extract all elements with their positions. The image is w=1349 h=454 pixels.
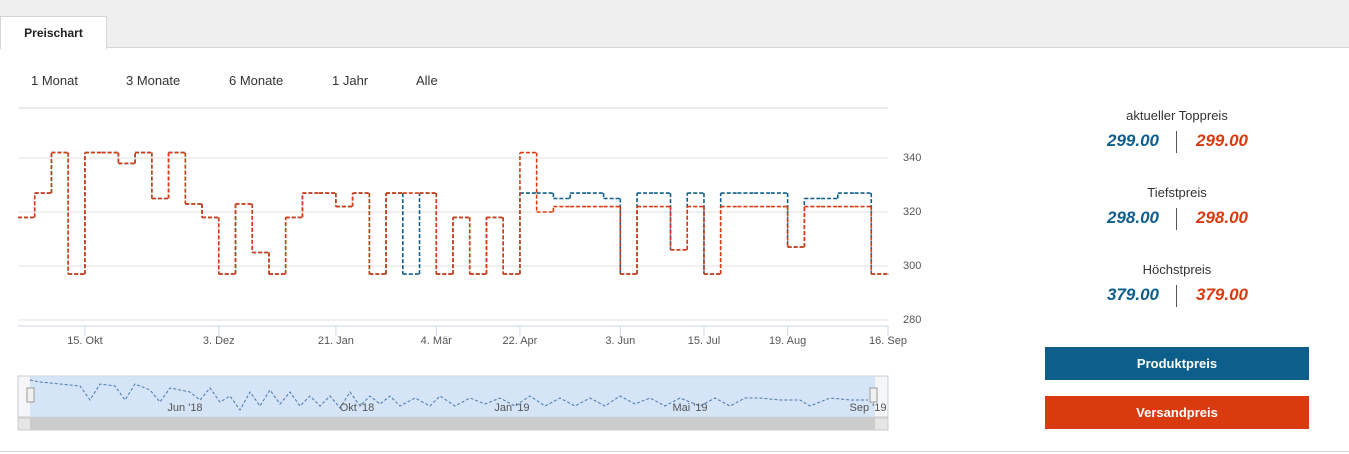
navigator-handle[interactable] (869, 387, 878, 403)
x-tick-label: 15. Jul (688, 335, 720, 347)
tab[interactable]: Preischart (0, 16, 107, 49)
navigator-label: Jun '18 (167, 402, 202, 414)
x-tick-label: 22. Apr (502, 335, 537, 347)
range-button[interactable]: 1 Monat (31, 73, 78, 88)
x-tick-label: 15. Okt (67, 335, 102, 347)
y-tick-label: 280 (903, 314, 921, 326)
stat-label: Höchstpreis (1142, 262, 1212, 277)
x-tick-label: 19. Aug (769, 335, 806, 347)
range-button[interactable]: 1 Jahr (332, 73, 369, 88)
shipping-price: 298.00 (1196, 208, 1248, 227)
navigator-selection (30, 376, 875, 417)
range-button[interactable]: 6 Monate (229, 73, 284, 88)
navigator-handle[interactable] (26, 387, 35, 403)
navigator-label: Mai '19 (672, 402, 707, 414)
navigator-line (29, 379, 868, 411)
navigator-label: Sep '19 (850, 402, 887, 414)
price-chart: 280 300 320 340 15. Okt 3. Dez 21. Jan 4. Mär 22… (17, 107, 921, 431)
navigator-label: Jan '19 (494, 402, 529, 414)
x-tick-label: 3. Dez (203, 335, 235, 347)
stat-values: 379.00 379.00 (1042, 285, 1312, 307)
legend-button[interactable]: Produktpreis (1045, 347, 1309, 380)
product-price: 298.00 (1107, 208, 1159, 227)
range-button[interactable]: 3 Monate (126, 73, 181, 88)
separator (1176, 208, 1177, 230)
scrollbar-thumb[interactable] (30, 418, 875, 430)
range-button[interactable]: Alle (416, 73, 438, 88)
stat-label: aktueller Toppreis (1126, 108, 1228, 123)
stat-values: 298.00 298.00 (1042, 208, 1312, 230)
series (18, 151, 888, 275)
stat-label: Tiefstpreis (1147, 185, 1207, 200)
x-tick-label: 3. Jun (605, 335, 635, 347)
x-tick-label: 16. Sep (869, 335, 907, 347)
separator (1176, 131, 1177, 153)
x-tick-label: 4. Mär (421, 335, 453, 347)
product-price: 379.00 (1107, 285, 1159, 304)
y-tick-label: 300 (903, 260, 921, 272)
x-tick-label: 21. Jan (318, 335, 354, 347)
shipping-price: 379.00 (1196, 285, 1248, 304)
separator (1176, 285, 1177, 307)
navigator-label: Okt '18 (340, 402, 375, 414)
stat-values: 299.00 299.00 (1042, 131, 1312, 153)
legend-button[interactable]: Versandpreis (1045, 396, 1309, 429)
navigator (17, 375, 889, 431)
y-tick-label: 320 (903, 206, 921, 218)
y-tick-label: 340 (903, 152, 921, 164)
product-price: 299.00 (1107, 131, 1159, 150)
divider (0, 451, 1349, 452)
tab-bar: Preischart (0, 0, 1349, 49)
shipping-price: 299.00 (1196, 131, 1248, 150)
